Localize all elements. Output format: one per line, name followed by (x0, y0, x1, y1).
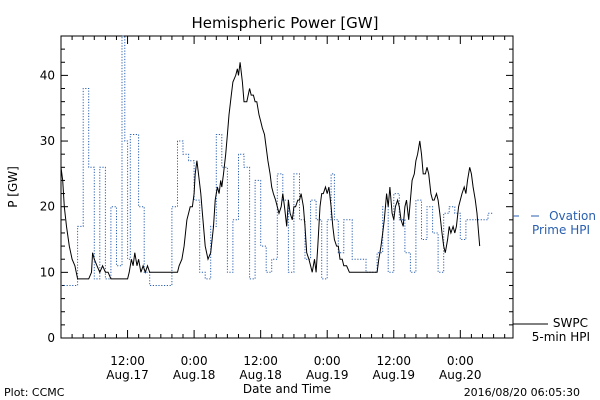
y-tick-label: 0 (47, 331, 55, 345)
footer-timestamp: 2016/08/20 06:05:30 (464, 386, 580, 399)
x-tick-label-date: Aug.18 (173, 368, 216, 382)
y-tick-label: 40 (40, 68, 55, 82)
x-tick-label-time: 0:00 (314, 354, 341, 368)
plot-frame (60, 35, 514, 339)
legend-ovation-line2: Prime HPI (532, 223, 590, 237)
chart-title: Hemispheric Power [GW] (192, 14, 379, 32)
y-tick-label: 10 (40, 265, 55, 279)
series-ovation-line (61, 35, 494, 286)
x-tick-label-date: Aug.20 (439, 368, 482, 382)
x-tick-label-time: 12:00 (110, 354, 145, 368)
legend-ovation-line1: Ovation (549, 209, 596, 223)
footer-source: Plot: CCMC (4, 386, 65, 399)
legend-swpc-line1: SWPC (553, 316, 588, 330)
y-axis: 0 10 20 30 40 (40, 48, 513, 345)
series-layer (60, 35, 494, 286)
legend-swpc-line2: 5-min HPI (532, 330, 590, 344)
x-tick-label-time: 12:00 (243, 354, 278, 368)
x-axis-label: Date and Time (243, 382, 331, 396)
x-tick-label-date: Aug.18 (239, 368, 282, 382)
x-tick-label-time: 0:00 (181, 354, 208, 368)
x-tick-label-time: 12:00 (376, 354, 411, 368)
x-axis: 12:00Aug.170:00Aug.1812:00Aug.180:00Aug.… (60, 36, 506, 382)
y-tick-label: 30 (40, 134, 55, 148)
series-swpc-line (60, 62, 481, 280)
x-tick-label-date: Aug.19 (306, 368, 349, 382)
x-tick-label-date: Aug.17 (106, 368, 149, 382)
y-axis-label: P [GW] (6, 166, 20, 208)
x-tick-label-date: Aug.19 (373, 368, 416, 382)
y-tick-label: 20 (40, 200, 55, 214)
x-tick-label-time: 0:00 (447, 354, 474, 368)
